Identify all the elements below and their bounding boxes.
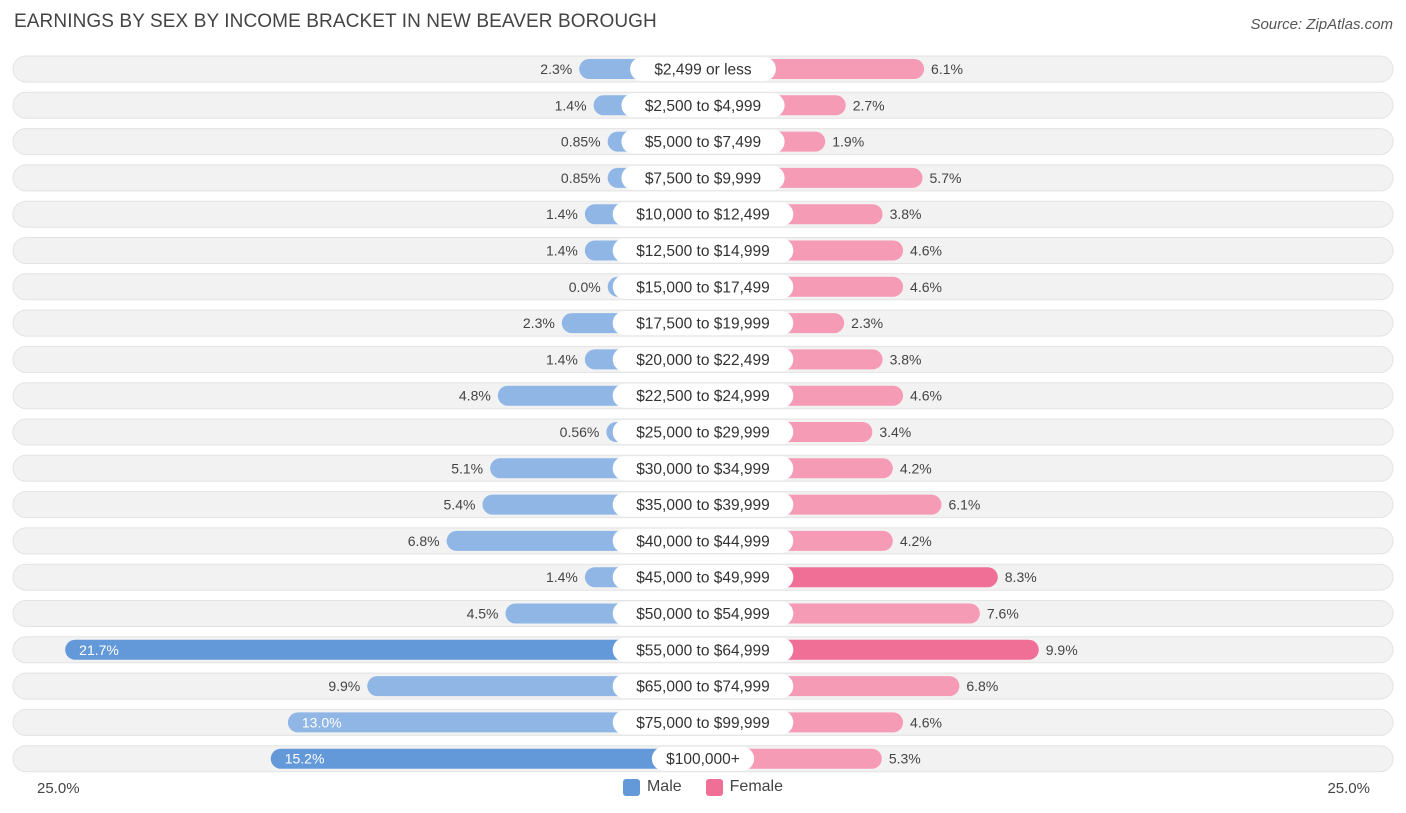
- male-value-label: 4.5%: [467, 606, 499, 622]
- female-value-label: 2.7%: [853, 97, 885, 113]
- category-label-bg: [612, 528, 794, 553]
- category-label: $15,000 to $17,499: [636, 279, 770, 296]
- female-value-label: 4.6%: [910, 279, 942, 295]
- category-label: $25,000 to $29,999: [636, 425, 770, 442]
- category-label: $2,500 to $4,999: [645, 98, 761, 115]
- female-value-label: 6.1%: [931, 61, 963, 77]
- female-value-label: 8.3%: [1005, 569, 1037, 585]
- category-label-bg: [612, 311, 794, 336]
- category-label: $45,000 to $49,999: [636, 570, 770, 587]
- female-value-label: 4.6%: [910, 243, 942, 259]
- axis-left-label: 25.0%: [37, 780, 80, 797]
- male-value-label: 1.4%: [546, 569, 578, 585]
- category-label-bg: [621, 165, 785, 190]
- male-value-label: 15.2%: [285, 751, 325, 767]
- category-label-bg: [651, 746, 755, 771]
- category-label: $100,000+: [666, 751, 740, 768]
- male-value-label: 0.85%: [561, 170, 601, 186]
- female-value-label: 6.8%: [966, 678, 998, 694]
- male-bar: [270, 748, 703, 769]
- category-label: $55,000 to $64,999: [636, 642, 770, 659]
- category-label-bg: [612, 637, 794, 662]
- female-value-label: 5.7%: [930, 170, 962, 186]
- female-value-label: 4.6%: [910, 714, 942, 730]
- category-label-bg: [621, 129, 785, 154]
- category-label: $40,000 to $44,999: [636, 533, 770, 550]
- category-label: $75,000 to $99,999: [636, 715, 770, 732]
- category-label: $35,000 to $39,999: [636, 497, 770, 514]
- category-label: $50,000 to $54,999: [636, 606, 770, 623]
- female-value-label: 7.6%: [987, 606, 1019, 622]
- female-value-label: 4.6%: [910, 388, 942, 404]
- category-label: $65,000 to $74,999: [636, 679, 770, 696]
- male-bar: [287, 712, 703, 733]
- source-credit: Source: ZipAtlas.com: [1250, 16, 1393, 33]
- male-value-label: 13.0%: [302, 714, 342, 730]
- female-value-label: 3.8%: [890, 206, 922, 222]
- category-label-bg: [630, 57, 776, 81]
- female-value-label: 9.9%: [1046, 642, 1078, 658]
- category-label: $22,500 to $24,999: [636, 388, 770, 405]
- male-value-label: 4.8%: [459, 388, 491, 404]
- female-value-label: 3.8%: [890, 351, 922, 367]
- female-swatch-icon: [705, 778, 723, 796]
- legend: Male Female: [0, 778, 1406, 796]
- male-value-label: 5.4%: [444, 497, 476, 513]
- male-swatch-icon: [622, 778, 640, 796]
- chart-title: EARNINGS BY SEX BY INCOME BRACKET IN NEW…: [14, 11, 657, 32]
- male-value-label: 0.85%: [561, 134, 601, 150]
- category-label: $2,499 or less: [654, 62, 752, 79]
- male-value-label: 0.56%: [560, 424, 600, 440]
- male-value-label: 1.4%: [546, 206, 578, 222]
- male-value-label: 2.3%: [540, 61, 572, 77]
- category-label: $17,500 to $19,999: [636, 316, 770, 333]
- female-value-label: 2.3%: [851, 315, 883, 331]
- category-label: $10,000 to $12,499: [636, 207, 770, 224]
- category-label-bg: [612, 383, 794, 408]
- male-value-label: 2.3%: [523, 315, 555, 331]
- axis-right-label: 25.0%: [1327, 780, 1370, 797]
- category-label: $20,000 to $22,499: [636, 352, 770, 369]
- category-label: $30,000 to $34,999: [636, 461, 770, 478]
- female-value-label: 3.4%: [879, 424, 911, 440]
- category-label-bg: [612, 710, 794, 735]
- category-label-bg: [612, 420, 794, 444]
- category-label-bg: [612, 674, 794, 699]
- female-value-label: 4.2%: [900, 533, 932, 549]
- category-label-bg: [612, 601, 794, 626]
- male-value-label: 1.4%: [546, 243, 578, 259]
- female-value-label: 4.2%: [900, 460, 932, 476]
- category-label-bg: [621, 93, 785, 118]
- category-label: $5,000 to $7,499: [645, 134, 761, 151]
- male-value-label: 9.9%: [328, 678, 360, 694]
- legend-male-label: Male: [646, 778, 682, 795]
- male-value-label: 6.8%: [408, 533, 440, 549]
- female-value-label: 1.9%: [832, 134, 864, 150]
- category-label-bg: [612, 492, 794, 517]
- legend-item-female[interactable]: Female: [705, 778, 784, 796]
- male-value-label: 21.7%: [79, 642, 119, 658]
- female-value-label: 6.1%: [948, 497, 980, 513]
- male-value-label: 1.4%: [546, 351, 578, 367]
- male-bar: [65, 639, 704, 660]
- category-label-bg: [612, 202, 794, 227]
- category-label: $12,500 to $14,999: [636, 243, 770, 260]
- male-value-label: 5.1%: [451, 460, 483, 476]
- legend-item-male[interactable]: Male: [622, 778, 682, 796]
- category-label-bg: [612, 347, 794, 372]
- category-label-bg: [612, 238, 794, 263]
- category-label-bg: [612, 456, 794, 481]
- legend-female-label: Female: [729, 778, 784, 795]
- category-label: $7,500 to $9,999: [645, 170, 761, 187]
- male-value-label: 0.0%: [569, 279, 601, 295]
- male-value-label: 1.4%: [555, 97, 587, 113]
- category-label-bg: [612, 274, 794, 299]
- female-value-label: 5.3%: [889, 751, 921, 767]
- category-label-bg: [612, 565, 794, 590]
